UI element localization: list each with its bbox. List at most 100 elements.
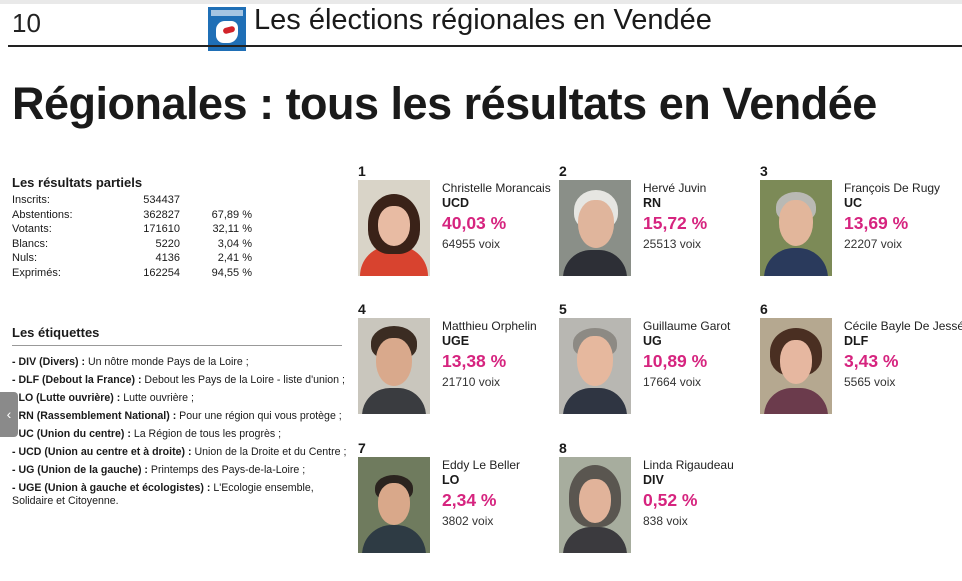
section-title: Les élections régionales en Vendée (254, 4, 712, 36)
candidate-name: Matthieu Orphelin (442, 319, 537, 333)
candidate-photo (358, 318, 430, 414)
label-code: - UGE (Union à gauche et écologistes) : (12, 482, 211, 494)
label-item-div: - DIV (Divers) : Un nôtre monde Pays de … (12, 356, 347, 369)
candidate-photo (559, 318, 631, 414)
candidate-percentage: 15,72 % (643, 212, 708, 233)
candidate-percentage: 13,38 % (442, 350, 507, 371)
labels-divider (12, 345, 342, 346)
labels-list: - DIV (Divers) : Un nôtre monde Pays de … (12, 356, 347, 513)
candidate-percentage: 40,03 % (442, 212, 507, 233)
label-text: Debout les Pays de la Loire - liste d'un… (141, 374, 345, 386)
page-number: 10 (12, 8, 41, 38)
row-label: Abstentions: (12, 208, 73, 221)
logo-caption (211, 10, 243, 16)
results-row-inscrits: Inscrits: 534437 (12, 193, 252, 208)
row-label: Exprimés: (12, 266, 61, 279)
candidate-info: Linda Rigaudeau DIV 0,52 % 838 voix (643, 458, 783, 529)
candidate-info: Hervé Juvin RN 15,72 % 25513 voix (643, 181, 783, 252)
label-code: - DLF (Debout la France) : (12, 374, 142, 386)
candidate-name: Christelle Morancais (442, 181, 551, 195)
candidate-percentage: 3,43 % (844, 350, 899, 371)
candidate-photo (358, 180, 430, 276)
results-row-nuls: Nuls: 4136 2,41 % (12, 251, 252, 266)
candidate-info: Eddy Le Beller LO 2,34 % 3802 voix (442, 458, 582, 529)
candidate-party: RN (643, 195, 662, 210)
label-item-uc: - UC (Union du centre) : La Région de to… (12, 428, 347, 441)
header-divider (8, 45, 962, 47)
row-label: Inscrits: (12, 194, 50, 206)
label-item-dlf: - DLF (Debout la France) : Debout les Pa… (12, 374, 347, 387)
candidate-rank: 1 (358, 163, 366, 179)
row-pct: 2,41 % (217, 252, 252, 264)
candidate-party: DIV (643, 472, 664, 487)
candidate-info: Cécile Bayle De Jessé DLF 3,43 % 5565 vo… (844, 319, 962, 390)
candidate-photo (358, 457, 430, 553)
regionales-logo (208, 7, 246, 51)
candidate-card: 7 Eddy Le Beller LO 2,34 % 3802 voix (358, 440, 558, 555)
candidate-party: LO (442, 472, 460, 487)
results-row-blancs: Blancs: 5220 3,04 % (12, 237, 252, 252)
label-code: - UC (Union du centre) : (12, 428, 131, 440)
candidate-name: Hervé Juvin (643, 181, 707, 195)
candidate-name: Linda Rigaudeau (643, 458, 734, 472)
candidate-photo (760, 180, 832, 276)
label-item-ucd: - UCD (Union au centre et à droite) : Un… (12, 446, 347, 459)
candidate-info: Guillaume Garot UG 10,89 % 17664 voix (643, 319, 783, 390)
row-pct: 67,89 % (211, 208, 252, 221)
candidate-party: UG (643, 333, 662, 348)
candidate-percentage: 0,52 % (643, 489, 698, 510)
candidate-votes: 25513 voix (643, 236, 702, 251)
candidate-party: UGE (442, 333, 470, 348)
results-title: Les résultats partiels (12, 175, 143, 190)
results-row-votants: Votants: 171610 32,11 % (12, 222, 252, 237)
candidate-name: Guillaume Garot (643, 319, 731, 333)
candidate-rank: 5 (559, 301, 567, 317)
candidate-rank: 6 (760, 301, 768, 317)
row-pct: 32,11 % (212, 223, 252, 235)
label-code: - UG (Union de la gauche) : (12, 464, 148, 476)
candidate-card: 3 François De Rugy UC 13,69 % 22207 voix (760, 163, 960, 278)
candidate-percentage: 2,34 % (442, 489, 497, 510)
results-table: Inscrits: 534437 Abstentions: 362827 67,… (12, 193, 252, 280)
chevron-left-icon[interactable]: ‹ (0, 392, 18, 437)
candidate-votes: 5565 voix (844, 374, 896, 389)
candidate-photo (559, 180, 631, 276)
label-code: - UCD (Union au centre et à droite) : (12, 446, 192, 458)
row-value: 4136 (155, 252, 180, 264)
candidate-photo (760, 318, 832, 414)
candidate-card: 4 Matthieu Orphelin UGE 13,38 % 21710 vo… (358, 301, 558, 416)
label-item-uge: - UGE (Union à gauche et écologistes) : … (12, 482, 347, 508)
label-item-rn: - RN (Rassemblement National) : Pour une… (12, 410, 347, 423)
row-pct: 3,04 % (217, 237, 252, 250)
candidate-rank: 8 (559, 440, 567, 456)
candidate-name: François De Rugy (844, 181, 941, 195)
row-value: 5220 (155, 237, 180, 250)
row-pct: 94,55 % (211, 266, 252, 279)
label-text: Lutte ouvrière ; (120, 392, 194, 404)
candidate-percentage: 13,69 % (844, 212, 909, 233)
row-value: 171610 (143, 223, 180, 235)
page-headline: Régionales : tous les résultats en Vendé… (12, 78, 877, 129)
candidate-card: 6 Cécile Bayle De Jessé DLF 3,43 % 5565 … (760, 301, 962, 416)
candidate-rank: 2 (559, 163, 567, 179)
label-code: - RN (Rassemblement National) : (12, 410, 177, 422)
label-item-ug: - UG (Union de la gauche) : Printemps de… (12, 464, 347, 477)
candidate-party: UCD (442, 195, 470, 210)
labels-title: Les étiquettes (12, 325, 100, 340)
candidate-name: Eddy Le Beller (442, 458, 521, 472)
candidate-votes: 21710 voix (442, 374, 501, 389)
row-label: Votants: (12, 223, 52, 235)
label-text: Printemps des Pays-de-la-Loire ; (147, 464, 306, 476)
row-value: 162254 (143, 266, 180, 279)
label-text: Pour une région qui vous protège ; (176, 410, 342, 422)
row-label: Nuls: (12, 252, 38, 264)
label-item-lo: - LO (Lutte ouvrière) : Lutte ouvrière ; (12, 392, 347, 405)
label-text: Un nôtre monde Pays de la Loire ; (85, 356, 249, 368)
candidate-info: Christelle Morancais UCD 40,03 % 64955 v… (442, 181, 582, 252)
top-strip (0, 0, 962, 4)
candidate-votes: 838 voix (643, 513, 688, 528)
candidate-votes: 17664 voix (643, 374, 702, 389)
candidate-party: UC (844, 195, 863, 210)
row-value: 534437 (143, 194, 180, 206)
label-text: L'Ecologie ensemble, Solidaire et Citoye… (12, 482, 314, 507)
